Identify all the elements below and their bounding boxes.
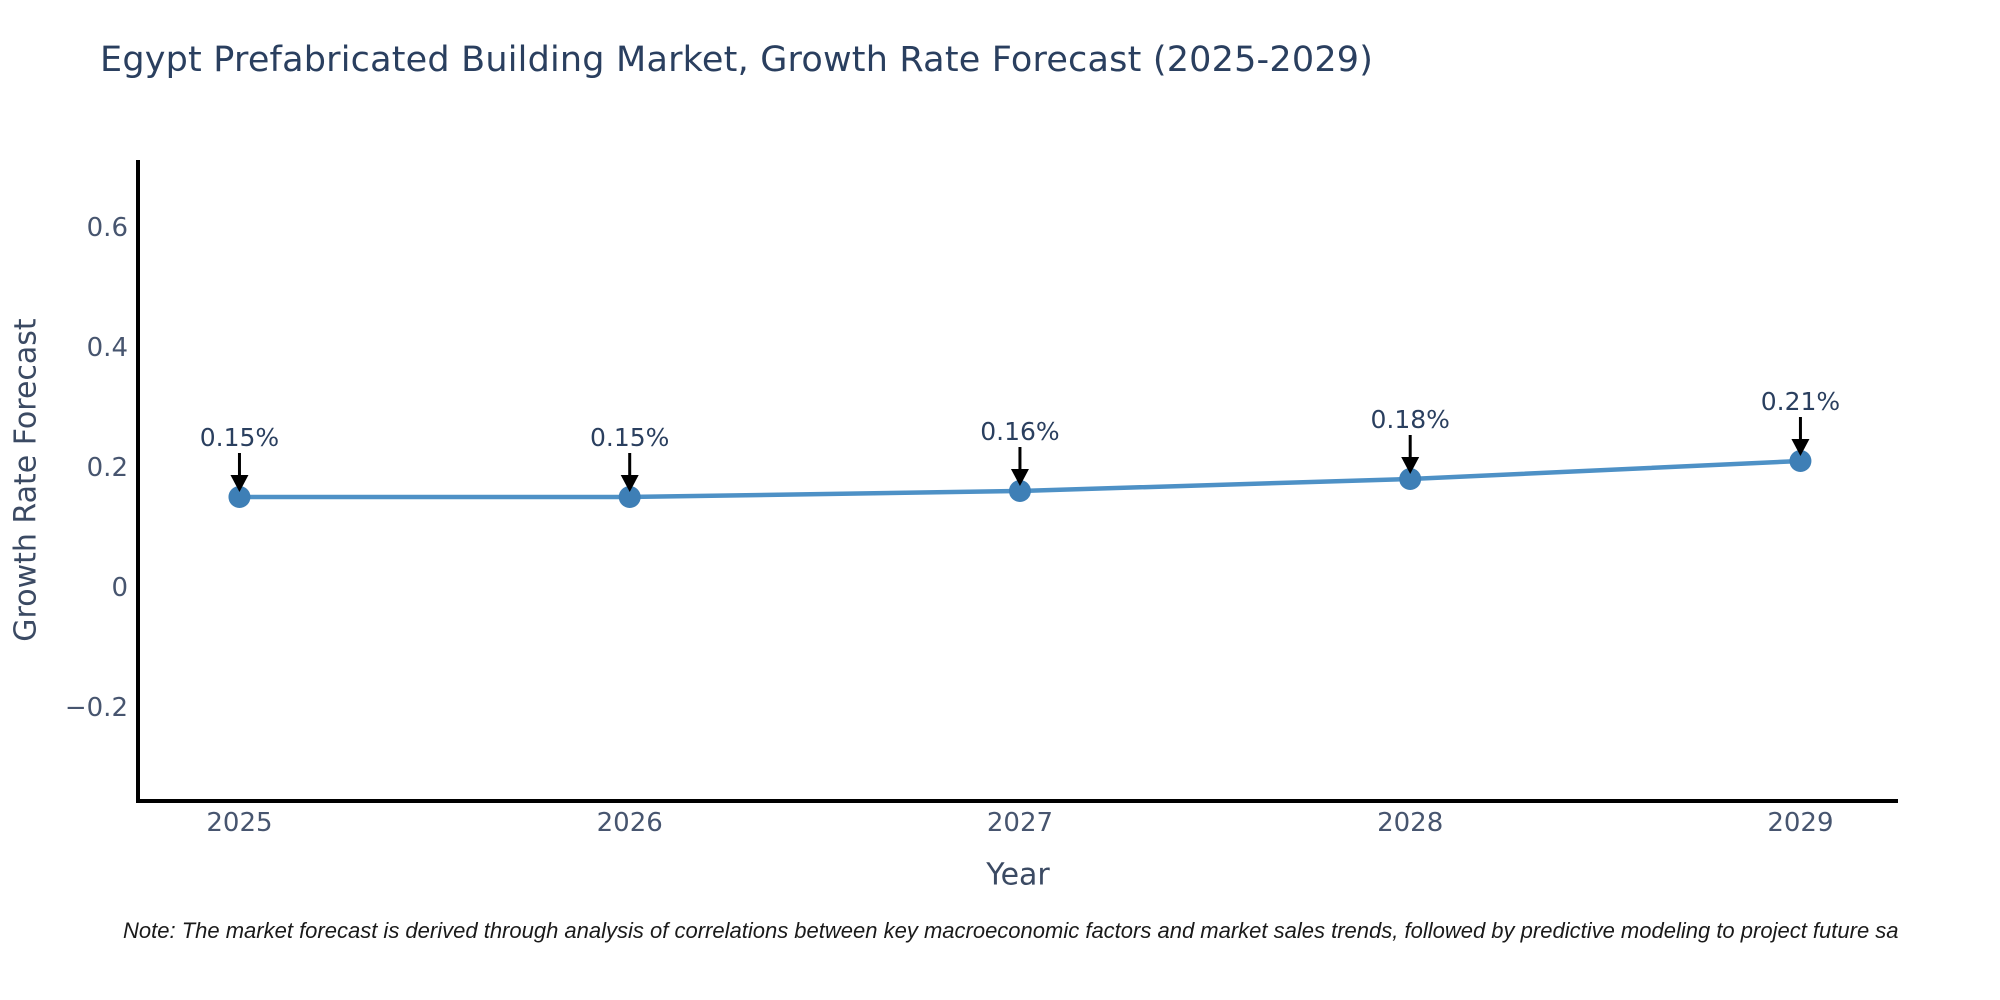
y-tick-label: 0.6 [87,213,128,243]
annotation-label: 0.15% [590,423,669,452]
annotation-arrowhead-icon [1791,439,1810,457]
annotation-arrowhead-icon [620,474,639,492]
x-tick-label: 2025 [206,808,272,838]
footnote: Note: The market forecast is derived thr… [123,918,1899,943]
annotation-arrowhead-icon [230,474,249,492]
chart-title: Egypt Prefabricated Building Market, Gro… [100,40,1374,80]
y-tick-label: 0 [111,573,128,603]
annotation-label: 0.15% [200,423,279,452]
annotation-arrowhead-icon [1010,468,1029,486]
annotation-label: 0.21% [1761,387,1840,416]
data-point-2027[interactable] [1008,479,1031,502]
annotation-label: 0.16% [980,417,1059,446]
data-point-2028[interactable] [1399,468,1422,491]
y-tick-label: −0.2 [65,693,128,723]
y-tick-label: 0.4 [87,333,128,363]
data-point-2029[interactable] [1789,450,1812,473]
data-point-2026[interactable] [618,485,641,508]
x-tick-label: 2027 [987,808,1053,838]
x-tick-label: 2028 [1377,808,1443,838]
x-axis-title: Year [986,857,1050,893]
y-tick-label: 0.2 [87,453,128,483]
annotation-arrowhead-icon [1401,457,1420,475]
annotation-label: 0.18% [1370,405,1449,434]
data-point-2025[interactable] [228,485,251,508]
x-tick-label: 2026 [597,808,663,838]
x-tick-label: 2029 [1767,808,1833,838]
